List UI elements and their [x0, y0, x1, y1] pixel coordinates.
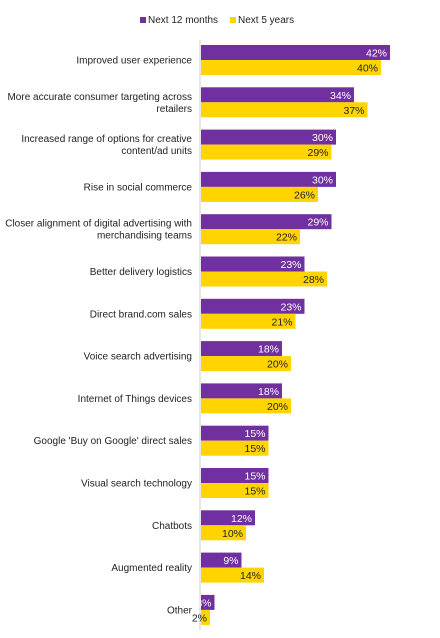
- bar-next-5-years: [201, 229, 300, 245]
- data-label: 29%: [307, 147, 328, 159]
- data-label: 28%: [303, 274, 324, 286]
- bar-next-5-years: [201, 440, 269, 456]
- data-label: 20%: [267, 359, 288, 371]
- bar-next-5-years: [201, 60, 381, 75]
- bar-next-12-months: [201, 87, 354, 103]
- data-label: 22%: [276, 232, 297, 244]
- bar-next-5-years: [201, 398, 291, 414]
- bar-next-5-years: [201, 525, 246, 541]
- category-label: Internet of Things devices: [78, 394, 192, 405]
- bar-next-5-years: [201, 483, 269, 498]
- data-label: 23%: [280, 259, 301, 271]
- bar-next-12-months: [201, 594, 215, 610]
- data-label: 3%: [196, 597, 211, 609]
- bar-next-5-years: [201, 313, 296, 329]
- data-label: 34%: [330, 90, 351, 102]
- data-label: 23%: [280, 301, 301, 313]
- data-label: 37%: [343, 105, 364, 117]
- category-label: Increased range of options for creative c…: [21, 134, 192, 157]
- category-label: More accurate consumer targeting across r…: [7, 92, 192, 115]
- category-label: Visual search technology: [81, 479, 192, 490]
- category-label: Direct brand.com sales: [90, 309, 192, 320]
- category-label: Chatbots: [152, 521, 192, 532]
- bar-next-12-months: [201, 510, 255, 526]
- legend-swatch: [140, 17, 146, 23]
- data-label: 15%: [244, 443, 265, 455]
- data-label: 30%: [312, 132, 333, 144]
- bars: 42%40%34%37%30%29%30%26%29%22%23%28%23%2…: [192, 45, 390, 625]
- data-label: 20%: [267, 401, 288, 413]
- bar-next-5-years: [201, 271, 327, 287]
- bar-next-5-years: [201, 567, 264, 583]
- bar-next-12-months: [201, 256, 305, 272]
- bar-next-12-months: [201, 129, 336, 145]
- data-label: 9%: [223, 555, 238, 567]
- legend-label: Next 12 months: [148, 15, 218, 26]
- data-label: 15%: [244, 486, 265, 498]
- category-label: Other: [167, 605, 193, 616]
- bar-next-12-months: [201, 214, 332, 230]
- bar-next-12-months: [201, 45, 390, 60]
- data-label: 15%: [244, 428, 265, 440]
- bar-next-12-months: [201, 383, 282, 399]
- data-label: 12%: [231, 513, 252, 525]
- bar-next-5-years: [201, 186, 318, 202]
- category-label: Voice search advertising: [84, 352, 192, 363]
- data-label: 18%: [258, 344, 279, 356]
- bar-next-12-months: [201, 552, 242, 568]
- data-label: 15%: [244, 471, 265, 483]
- legend: Next 12 months Next 5 years: [140, 15, 294, 26]
- category-label: Improved user experience: [76, 56, 192, 67]
- bar-next-12-months: [201, 171, 336, 187]
- data-label: 10%: [222, 528, 243, 540]
- category-labels: Improved user experience More accurate co…: [5, 56, 192, 617]
- bar-next-12-months: [201, 468, 269, 483]
- bar-next-12-months: [201, 298, 305, 314]
- legend-swatch: [230, 17, 236, 23]
- category-label: Google 'Buy on Google' direct sales: [34, 436, 192, 447]
- category-label: Better delivery logistics: [90, 267, 192, 278]
- bar-next-5-years: [201, 144, 332, 160]
- data-label: 30%: [312, 174, 333, 186]
- bar-next-12-months: [201, 425, 269, 441]
- bar-next-5-years: [201, 102, 368, 118]
- data-label: 26%: [294, 189, 315, 201]
- data-label: 2%: [192, 612, 207, 624]
- data-label: 40%: [357, 63, 378, 75]
- data-label: 29%: [307, 217, 328, 229]
- legend-label: Next 5 years: [238, 15, 294, 26]
- category-label: Rise in social commerce: [84, 182, 193, 193]
- data-label: 14%: [240, 570, 261, 582]
- category-label: Closer alignment of digital advertising …: [5, 219, 192, 242]
- bar-next-12-months: [201, 341, 282, 357]
- bar-next-5-years: [201, 609, 210, 625]
- bar-next-5-years: [201, 356, 291, 372]
- data-label: 21%: [271, 316, 292, 328]
- data-label: 18%: [258, 386, 279, 398]
- category-label: Augmented reality: [111, 563, 192, 574]
- data-label: 42%: [366, 48, 387, 60]
